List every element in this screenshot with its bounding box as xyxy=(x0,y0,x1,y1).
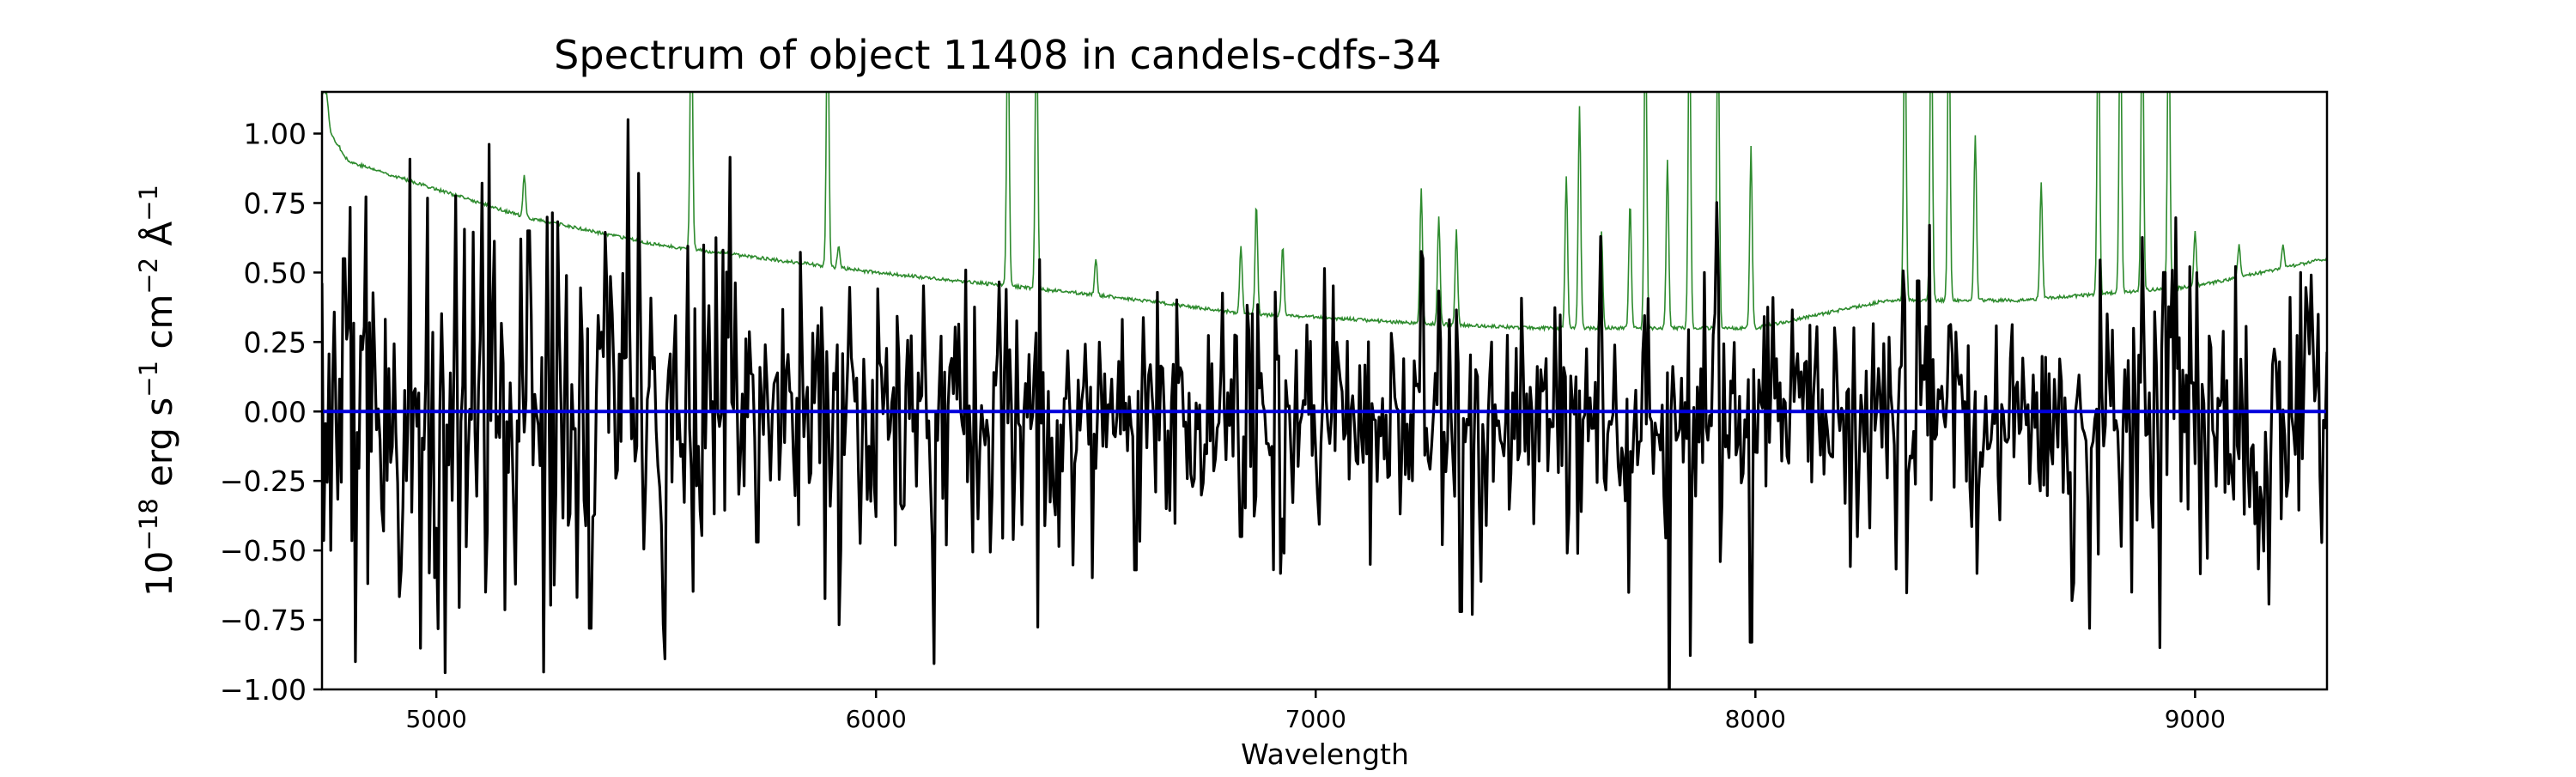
x-tick-label: 9000 xyxy=(2165,705,2226,733)
y-tick-label: 1.00 xyxy=(244,118,307,151)
x-tick-label: 7000 xyxy=(1285,705,1346,733)
y-tick-label: 0.00 xyxy=(244,395,307,428)
y-label-mid2: cm xyxy=(138,294,180,361)
chart-title: Spectrum of object 11408 in candels-cdfs… xyxy=(554,32,1442,78)
y-label-exp2: −1 xyxy=(134,361,163,398)
x-axis-label: Wavelength xyxy=(1241,738,1409,771)
y-axis-ticks: −1.00 −0.75 −0.50 −0.25 0.00 0.25 0.50 0.75 1.00 xyxy=(220,118,322,707)
y-tick-label: 0.25 xyxy=(244,325,307,359)
y-tick-label: 0.75 xyxy=(244,186,307,220)
flux-spectrum-line xyxy=(322,118,2327,689)
y-label-mid3: Å xyxy=(137,222,180,258)
y-label-exp1: −18 xyxy=(134,498,163,550)
y-axis-label: 10−18 erg s−1 cm−2 Å−1 xyxy=(134,185,180,597)
y-label-base: 10 xyxy=(138,551,180,597)
y-label-exp4: −1 xyxy=(134,185,163,222)
x-tick-label: 8000 xyxy=(1725,705,1786,733)
y-tick-label: −0.25 xyxy=(220,464,307,498)
y-label-mid1: erg s xyxy=(138,398,180,499)
plot-clipped xyxy=(322,92,2327,689)
y-tick-label: −0.50 xyxy=(220,534,307,568)
x-tick-label: 5000 xyxy=(406,705,467,733)
y-tick-label: −1.00 xyxy=(220,673,307,707)
y-tick-label: −0.75 xyxy=(220,604,307,637)
axes-frame xyxy=(320,90,2329,691)
y-tick-label: 0.50 xyxy=(244,256,307,289)
plot-area xyxy=(322,92,2327,689)
y-label-exp3: −2 xyxy=(134,258,163,294)
x-axis-ticks: 5000 6000 7000 8000 9000 xyxy=(406,689,2226,733)
x-tick-label: 6000 xyxy=(846,705,907,733)
